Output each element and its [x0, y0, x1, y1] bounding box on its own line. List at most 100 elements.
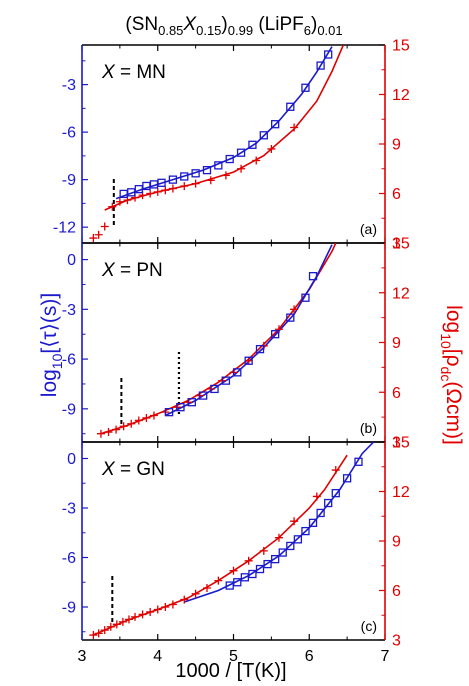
right-tick-label: 15: [392, 236, 410, 253]
x-tick-label: 7: [381, 648, 390, 665]
left-tick-label: 0: [67, 451, 76, 468]
rho-point: [206, 176, 215, 185]
rho-point: [106, 622, 115, 631]
rho-point: [237, 164, 246, 173]
tau-point: [236, 148, 246, 157]
tau-point: [308, 518, 318, 527]
title-subscript: 6: [304, 23, 311, 38]
panels: -12 -9 -6 -3 3 6 9 12 15 X = MN (a) -9 -6 -3 0 3 6 9 12 15 X…: [53, 38, 410, 666]
tau-point: [316, 61, 325, 70]
rho-point: [312, 492, 321, 501]
tau-point: [286, 313, 295, 322]
tau-point: [180, 172, 189, 181]
tau-point: [248, 569, 257, 579]
rho-point: [89, 631, 98, 640]
right-tick-label: 9: [392, 335, 401, 352]
rho-point: [138, 610, 147, 619]
rho-point: [191, 589, 200, 598]
panel-letter-label: (c): [361, 618, 377, 634]
tau-point: [278, 548, 287, 557]
x-tick-label: 5: [229, 648, 238, 665]
rho-point: [127, 419, 136, 428]
tau-point: [271, 120, 280, 129]
tau-point: [248, 140, 257, 149]
annotation-value: = GN: [115, 459, 165, 480]
tau-point: [271, 555, 280, 564]
left-tick-label: -12: [53, 220, 76, 237]
panel-plot-area: [89, 45, 345, 243]
panel-annotation: X = MN: [101, 62, 166, 83]
tau-point: [157, 178, 166, 187]
tau-point: [168, 175, 178, 184]
title-subscript: 0.85: [158, 23, 183, 38]
tau-point: [255, 344, 265, 354]
rho-point: [104, 428, 113, 437]
panel-a: -12 -9 -6 -3 3 6 9 12 15 X = MN (a): [53, 38, 410, 253]
left-tick-label: -3: [62, 77, 76, 94]
x-tick-label: 3: [78, 648, 87, 665]
left-tick-label: -9: [62, 600, 76, 617]
tau-point: [286, 541, 295, 551]
rho-point: [100, 626, 109, 635]
tau-point: [308, 272, 318, 281]
right-tick-label: 3: [392, 633, 401, 650]
left-tick-label: -9: [62, 401, 76, 418]
rho-point: [134, 416, 143, 425]
rho-point: [214, 576, 223, 585]
rho-point: [202, 584, 211, 593]
right-tick-label: 6: [392, 583, 401, 600]
right-axis-label: log10[ρdc(Ωcm)]: [438, 305, 465, 445]
rho-point: [118, 617, 127, 626]
title-subscript: 0.01: [317, 23, 342, 38]
title-part: ): [311, 14, 317, 35]
rho-point: [100, 222, 109, 231]
right-tick-label: 3: [392, 435, 401, 452]
label-part: log: [38, 369, 61, 397]
rho-point: [119, 422, 128, 431]
left-tick-label: -6: [62, 550, 76, 567]
x-tick-label: 6: [305, 648, 314, 665]
tau-point: [342, 474, 352, 483]
label-subscript: 10: [49, 353, 65, 369]
tau-point: [286, 102, 295, 111]
tau-point: [293, 535, 303, 544]
right-tick-label: 12: [392, 484, 410, 501]
left-tick-label: 0: [67, 252, 76, 269]
rho-point: [290, 305, 299, 314]
right-tick-label: 6: [392, 385, 401, 402]
tau-point: [225, 154, 234, 164]
rho-point: [96, 429, 105, 438]
right-tick-label: 12: [392, 285, 410, 302]
right-tick-label: 6: [392, 186, 401, 203]
rho-point: [168, 600, 177, 609]
tau-point: [233, 578, 242, 587]
label-part: [⟨τ⟩(s)]: [38, 293, 61, 354]
title-part: ): [221, 14, 227, 35]
rho-point: [252, 156, 261, 165]
tau-point: [202, 165, 212, 175]
tau-point: [191, 169, 200, 178]
left-tick-label: -3: [62, 501, 76, 518]
annotation-variable: X: [101, 62, 116, 83]
right-tick-label: 9: [392, 137, 401, 154]
left-tick-label: -6: [62, 125, 76, 142]
rho-point: [131, 612, 140, 621]
rho-point: [161, 186, 170, 195]
rho-point: [108, 202, 117, 211]
rho-point: [146, 189, 155, 198]
tau-point: [233, 368, 242, 377]
tau-point: [255, 564, 265, 574]
panel-annotation: X = GN: [101, 459, 165, 480]
tau-point: [164, 407, 174, 417]
tau-point: [199, 391, 208, 400]
label-part: [ρ: [442, 349, 465, 367]
tau-point: [187, 398, 196, 407]
left-tick-label: -9: [62, 172, 76, 189]
panel-c: 3 4 5 6 7 -9 -6 -3 0 3 6 9 12 15 X = GN (c): [62, 435, 410, 666]
rho-fit-curve: [93, 454, 348, 636]
tau-point: [301, 526, 310, 536]
label-subscript: 10: [438, 333, 454, 349]
rho-point: [267, 144, 276, 153]
left-tick-label: -6: [62, 352, 76, 369]
